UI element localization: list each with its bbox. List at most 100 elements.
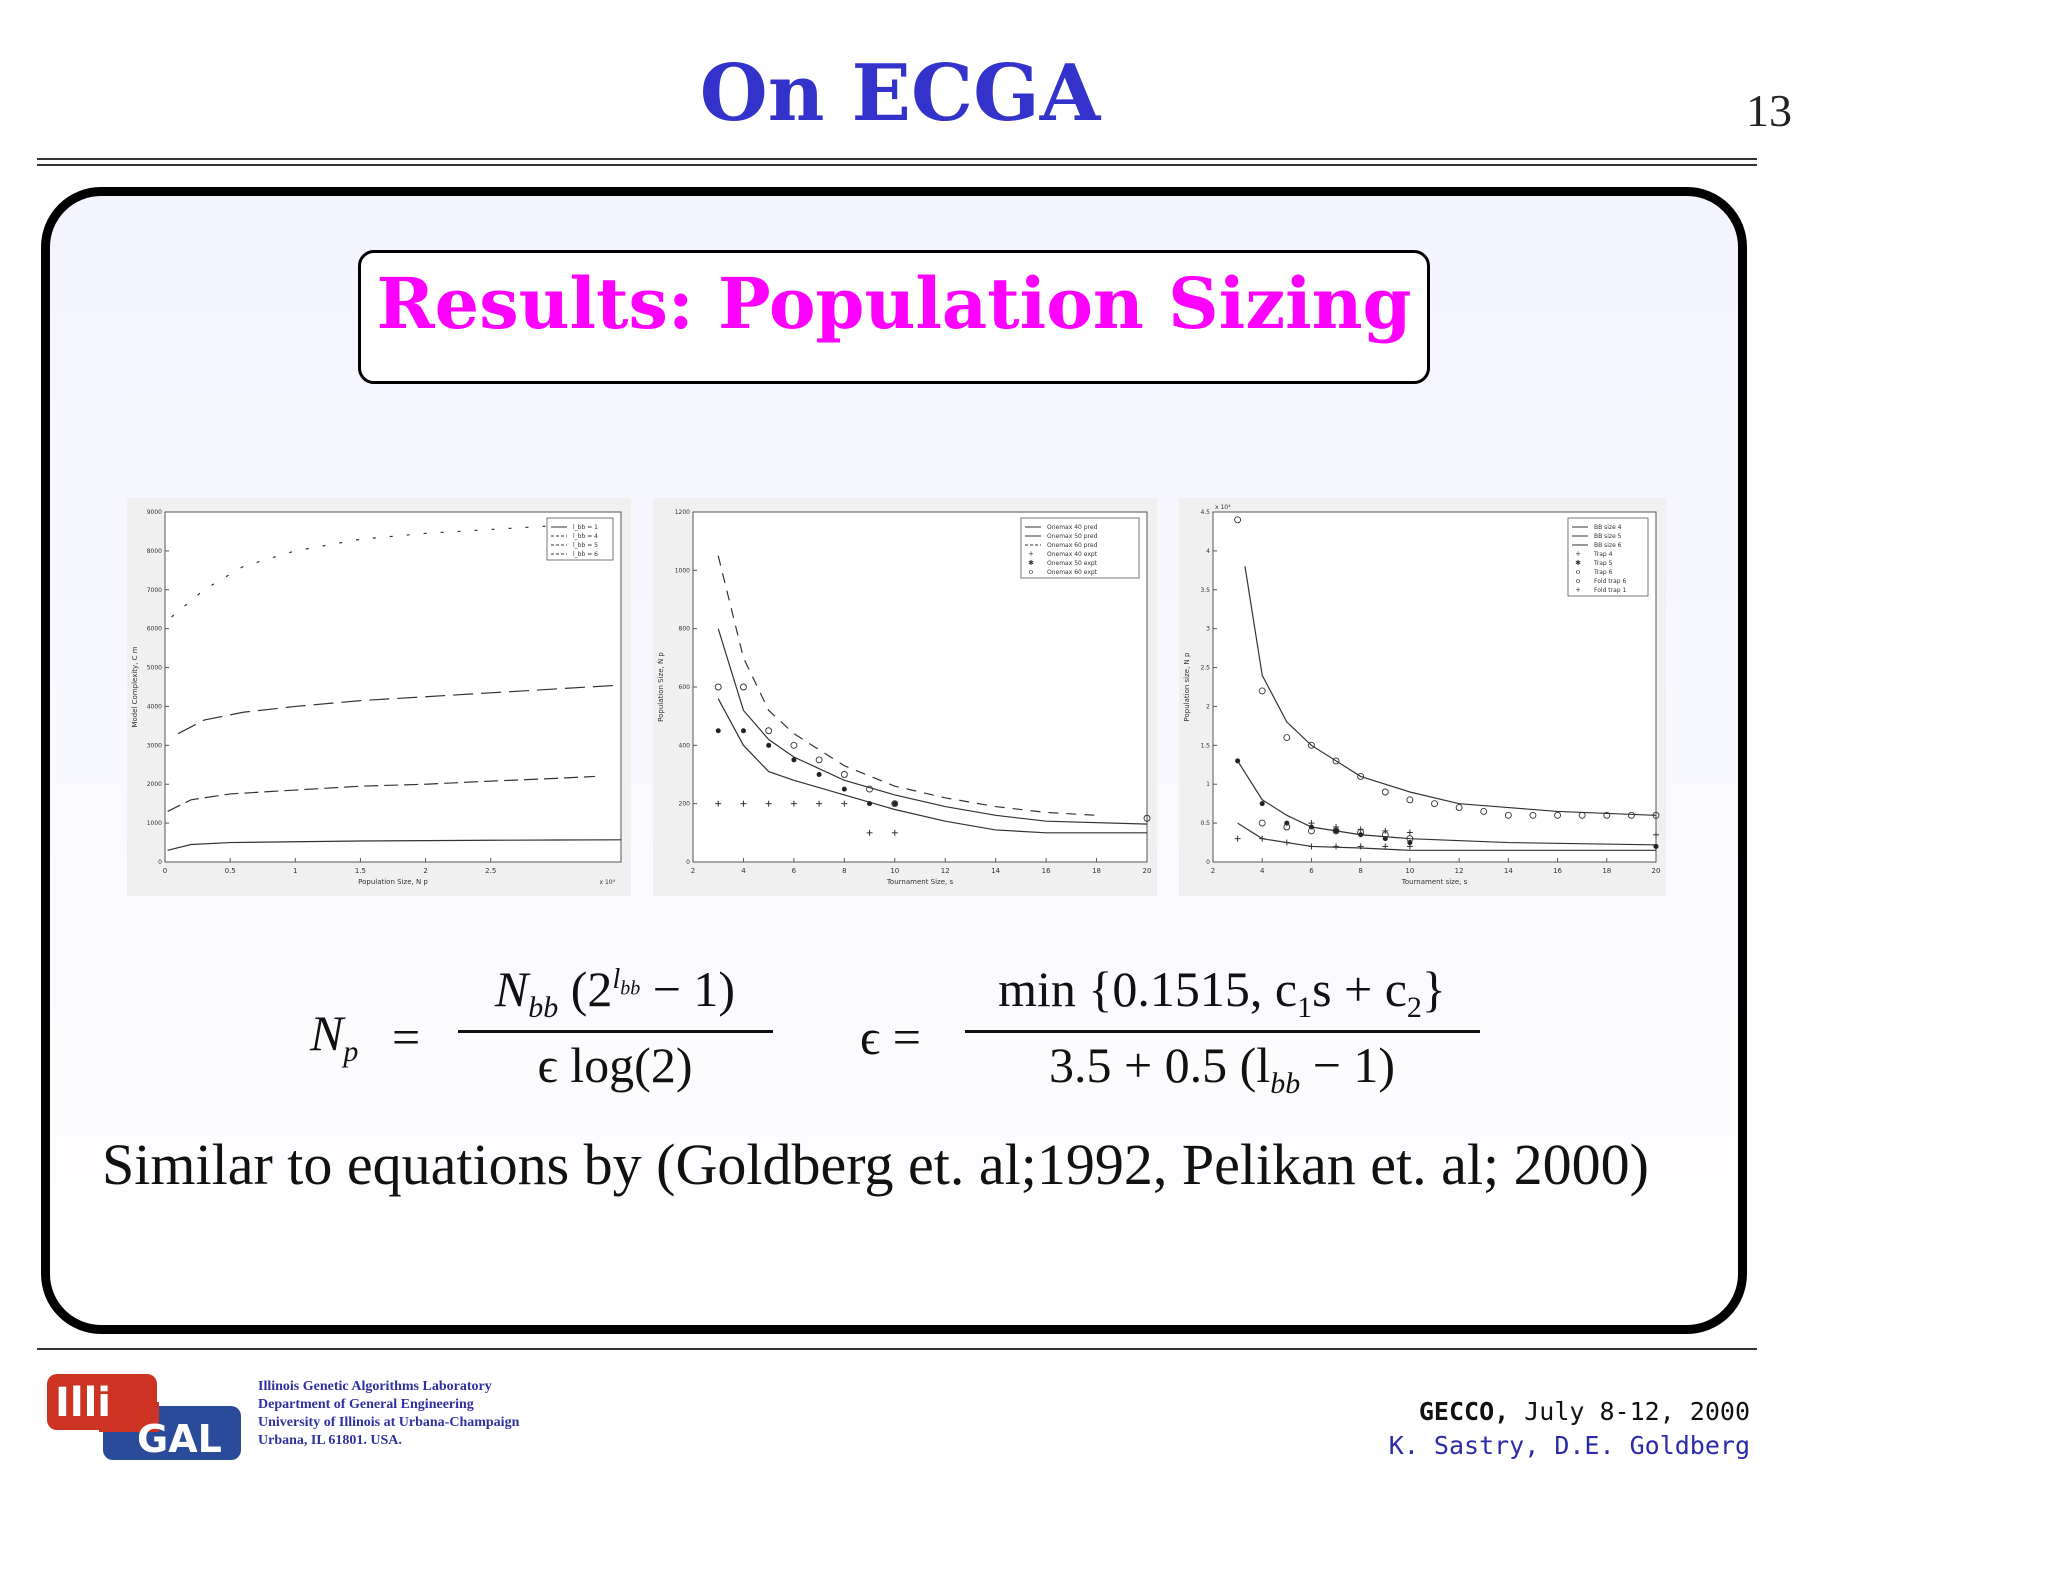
y-axis-label: Population size, N p bbox=[1183, 652, 1191, 721]
data-point bbox=[790, 800, 797, 807]
eq1-num-symbol: N bbox=[494, 961, 529, 1017]
data-point bbox=[840, 771, 848, 778]
x-tick-label: 2 bbox=[423, 867, 427, 875]
data-point bbox=[1603, 811, 1611, 819]
y-tick-label: 4 bbox=[1206, 548, 1210, 555]
data-point bbox=[1258, 687, 1266, 695]
y-tick-label: 5000 bbox=[147, 665, 162, 672]
y-tick-label: 0 bbox=[1206, 859, 1210, 866]
data-point bbox=[1332, 757, 1340, 765]
legend-entry: Onemax 60 expt bbox=[1047, 569, 1098, 576]
legend: l_bb = 1 l_bb = 4 l_bb = 5 l_bb = 6 bbox=[546, 517, 614, 561]
eq2-fraction-bar bbox=[965, 1030, 1480, 1033]
legend-entry: Onemax 60 pred bbox=[1047, 542, 1098, 549]
data-point bbox=[1529, 811, 1537, 819]
y-tick-label: 1.5 bbox=[1200, 742, 1210, 749]
x-tick-label: 1 bbox=[293, 867, 297, 875]
x-tick-label: 18 bbox=[1092, 867, 1101, 875]
x-tick-label: 0.5 bbox=[225, 867, 236, 875]
svg-text:✱: ✱ bbox=[1028, 559, 1034, 567]
lab-address: Illinois Genetic Algorithms Laboratory D… bbox=[258, 1378, 519, 1450]
x-tick-label: 4 bbox=[1260, 867, 1265, 875]
legend-entry: Onemax 50 pred bbox=[1047, 533, 1098, 540]
x-tick-label: 6 bbox=[792, 867, 797, 875]
x-tick-label: 20 bbox=[1143, 867, 1152, 875]
eq2-num-b: s + c bbox=[1312, 961, 1407, 1017]
x-tick-label: 14 bbox=[1504, 867, 1513, 875]
x-axis-label: Population Size, N p bbox=[358, 878, 428, 886]
data-point bbox=[815, 756, 823, 764]
svg-text:+: + bbox=[1575, 550, 1581, 558]
data-point bbox=[714, 683, 722, 691]
legend: Onemax 40 pred Onemax 50 pred Onemax 60 pr… bbox=[1020, 517, 1140, 579]
model-complexity-plot: 0 0.5 1 1.5 2 2.5 0 1000 2000 3000 4000 5000 6000 700… bbox=[127, 498, 631, 896]
y-tick-label: 800 bbox=[679, 626, 691, 633]
legend-entry: Fold trap 6 bbox=[1594, 578, 1627, 585]
y-tick-label: 400 bbox=[679, 742, 691, 749]
x-tick-label: 0 bbox=[163, 867, 167, 875]
data-point bbox=[1504, 811, 1512, 819]
series-line bbox=[167, 839, 622, 851]
x-tick-label: 16 bbox=[1042, 867, 1051, 875]
data-point bbox=[1333, 824, 1340, 830]
x-tick-label: 2 bbox=[1211, 867, 1215, 875]
x-tick-label: 1.5 bbox=[355, 867, 366, 875]
legend-entry: l_bb = 1 bbox=[573, 524, 598, 531]
data-point bbox=[1406, 835, 1414, 843]
legend-entry: l_bb = 5 bbox=[573, 542, 598, 549]
eq2-num-sub2: 2 bbox=[1406, 991, 1422, 1024]
svg-text:o: o bbox=[1029, 568, 1033, 576]
data-point bbox=[1258, 819, 1266, 827]
y-multiplier: x 10⁴ bbox=[1215, 504, 1231, 511]
equation-population-size: Np = Nbb (2lbb − 1) ϵ log(2) bbox=[310, 960, 780, 1100]
data-point bbox=[1653, 843, 1659, 849]
data-point bbox=[1357, 772, 1365, 780]
data-point bbox=[892, 801, 898, 807]
data-point bbox=[1333, 828, 1339, 834]
data-point bbox=[765, 727, 773, 735]
legend-entry: Onemax 50 expt bbox=[1047, 560, 1098, 567]
data-point bbox=[1554, 811, 1562, 819]
legend-entry: Onemax 40 pred bbox=[1047, 524, 1098, 531]
legend-entry: Trap 6 bbox=[1593, 569, 1613, 576]
legend-entry: Onemax 40 expt bbox=[1047, 551, 1098, 558]
legend-entry: Trap 5 bbox=[1593, 560, 1613, 567]
x-tick-label: 16 bbox=[1553, 867, 1562, 875]
data-point bbox=[791, 757, 797, 763]
footer-rule bbox=[37, 1348, 1757, 1350]
x-axis-label: Tournament Size, s bbox=[886, 878, 954, 886]
y-tick-label: 0 bbox=[158, 859, 162, 866]
data-point bbox=[1234, 516, 1242, 524]
eq2-num-sub1: 1 bbox=[1297, 991, 1313, 1024]
data-point bbox=[1653, 831, 1659, 838]
y-tick-label: 4000 bbox=[147, 703, 162, 710]
y-tick-label: 3000 bbox=[147, 742, 162, 749]
data-point bbox=[1308, 820, 1315, 827]
logo-text-gal: GAL bbox=[137, 1417, 222, 1461]
x-axis-label: Tournament size, s bbox=[1401, 878, 1468, 886]
x-tick-label: 10 bbox=[890, 867, 899, 875]
data-point bbox=[1333, 843, 1340, 850]
y-tick-label: 4.5 bbox=[1200, 509, 1210, 516]
eq1-num-exp: l bbox=[612, 964, 621, 996]
data-point bbox=[766, 742, 772, 748]
data-point bbox=[740, 728, 746, 734]
data-point bbox=[1234, 835, 1241, 842]
eq1-num-sub: bb bbox=[528, 991, 559, 1024]
page-number: 13 bbox=[1746, 85, 1792, 136]
header-rule-top bbox=[37, 158, 1757, 160]
series-line bbox=[167, 775, 595, 812]
data-point bbox=[1406, 796, 1414, 804]
conference-line: GECCO, July 8-12, 2000 bbox=[1250, 1397, 1750, 1426]
reference-text: Similar to equations by (Goldberg et. al… bbox=[102, 1132, 1649, 1197]
results-title-box bbox=[358, 250, 1430, 384]
y-tick-label: 600 bbox=[679, 684, 691, 691]
population-size-onemax-plot: 2 4 6 8 10 12 14 16 18 20020040060080010001200Tou… bbox=[653, 498, 1157, 896]
eq2-num-c: } bbox=[1421, 961, 1446, 1017]
x-tick-label: 14 bbox=[991, 867, 1000, 875]
data-point bbox=[1431, 800, 1438, 808]
data-point bbox=[1283, 839, 1290, 846]
legend-entry: BB size 6 bbox=[1594, 542, 1622, 549]
x-tick-label: 12 bbox=[941, 867, 950, 875]
data-point bbox=[1480, 807, 1488, 815]
